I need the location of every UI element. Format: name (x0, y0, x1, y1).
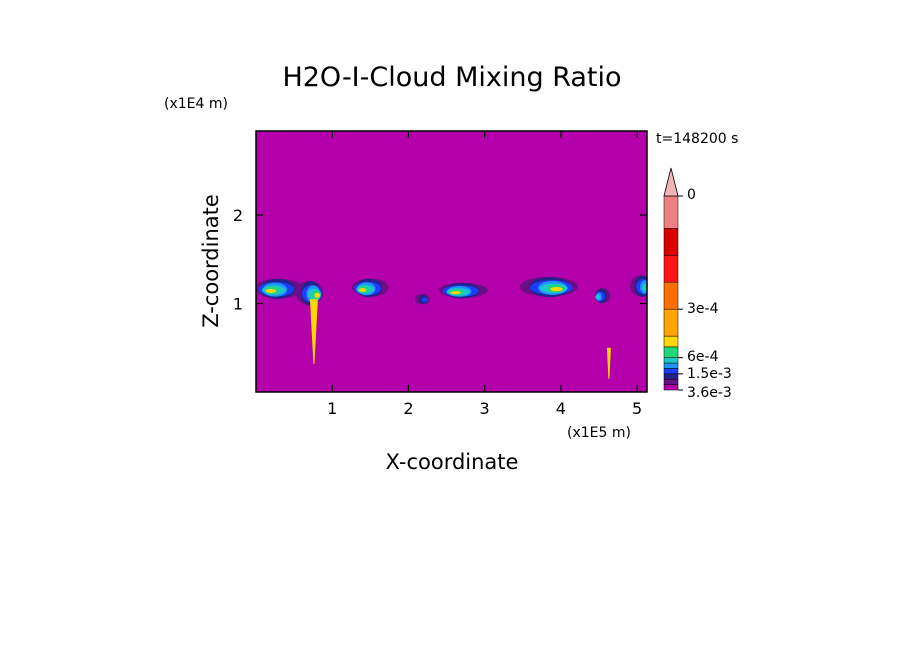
colorbar-label: 3.6e-3 (687, 385, 732, 401)
colorbar-band (663, 335, 679, 348)
contour-band (358, 288, 367, 292)
x-tick-label: 2 (403, 399, 413, 418)
x-axis: 1 2 3 4 5 (327, 131, 642, 418)
cloud-cell (414, 293, 430, 305)
fall-streak (606, 347, 611, 379)
contour-band (595, 295, 600, 300)
contour-band (421, 297, 429, 303)
colorbar-band (663, 368, 679, 375)
x-tick-label: 5 (632, 399, 642, 418)
colorbar-band (663, 228, 679, 256)
fall-streak (309, 299, 318, 364)
colorbar-band (663, 195, 679, 229)
contour-band (265, 288, 277, 293)
y-tick-label: 1 (233, 295, 243, 314)
y-axis: 12 (233, 206, 647, 314)
x-tick-label: 3 (480, 399, 490, 418)
y-tick-label: 2 (233, 206, 243, 225)
cloud-cell (438, 282, 488, 299)
colorbar-label: 0 (687, 187, 696, 203)
cloud-cell (256, 278, 304, 299)
colorbar-band (663, 281, 679, 310)
cloud-cell (630, 275, 647, 297)
colorbar-band (663, 346, 679, 358)
colorbar-label: 3e-4 (687, 301, 719, 317)
colorbar-band (663, 384, 679, 391)
time-label: t=148200 s (656, 131, 738, 147)
contour-band (450, 291, 461, 295)
colorbar-band (663, 255, 679, 283)
contour-band (314, 292, 321, 298)
fall-streaks (309, 299, 611, 379)
colorbar-band (663, 373, 679, 380)
colorbar-band (663, 308, 679, 337)
colorbar-extend-arrow (663, 167, 679, 197)
x-tick-label: 1 (327, 399, 337, 418)
colorbar-label: 6e-4 (687, 349, 719, 365)
y-unit-label: (x1E4 m) (164, 96, 228, 112)
plot-frame (255, 130, 648, 393)
y-axis-label: Z-coordinate (199, 194, 223, 328)
x-unit-label: (x1E5 m) (567, 425, 631, 441)
cloud-cell (519, 276, 578, 298)
cloud-cell (595, 288, 611, 304)
contour-band (550, 287, 563, 292)
x-tick-label: 4 (556, 399, 566, 418)
colorbar: 0 3e-4 6e-41.5e-3 3.6e-3 (663, 167, 732, 401)
cloud-cell (295, 280, 324, 306)
colorbar-band (663, 378, 679, 385)
x-axis-label: X-coordinate (386, 450, 519, 474)
colorbar-label: 1.5e-3 (687, 366, 732, 382)
colorbar-band (663, 357, 679, 364)
cloud-cells (256, 275, 647, 306)
chart-title: H2O-I-Cloud Mixing Ratio (282, 62, 621, 93)
plot-background (256, 131, 647, 392)
cloud-cell (352, 278, 389, 298)
colorbar-band (663, 362, 679, 369)
